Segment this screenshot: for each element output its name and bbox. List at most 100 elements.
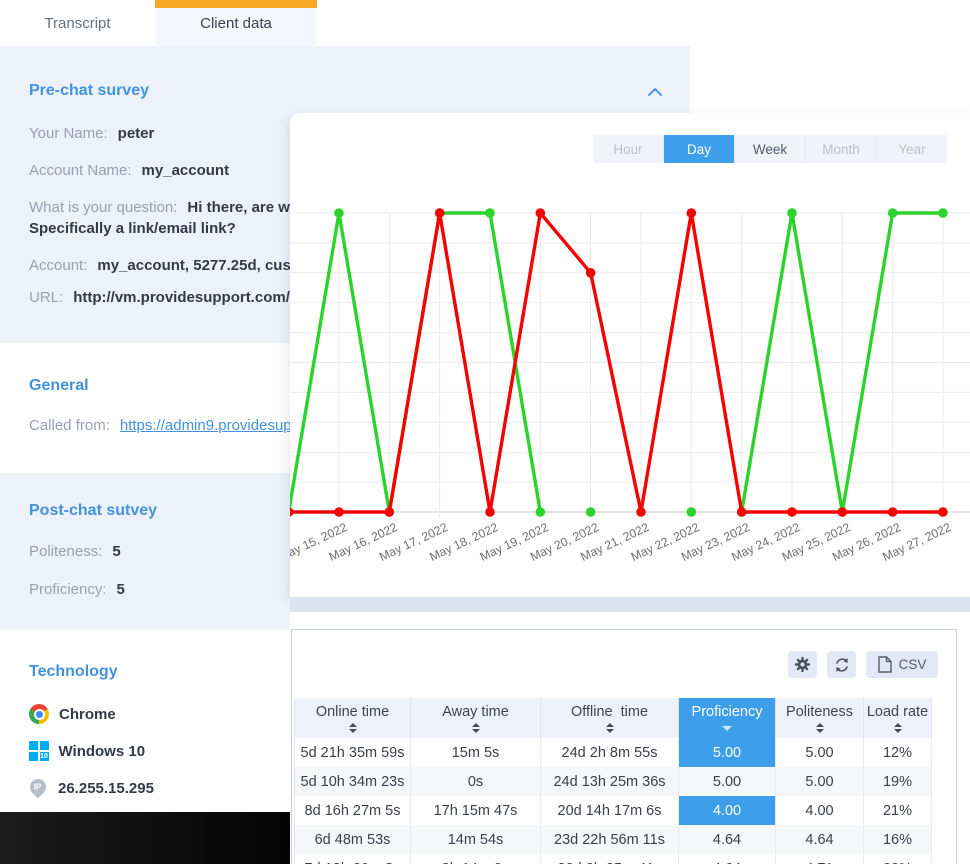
table-toolbar: CSV <box>788 651 938 678</box>
field-label: Politeness: <box>29 543 103 560</box>
field-value: my_account, 5277.25d, custor <box>97 257 311 274</box>
tab-bar: Transcript Client data <box>0 0 690 46</box>
field-label: Account Name: <box>29 162 132 179</box>
sort-icon <box>413 722 538 734</box>
field-called-from: Called from: https://admin9.providesup <box>29 415 292 437</box>
table-cell: 14m 54s <box>410 825 541 854</box>
column-label: Online time <box>315 704 390 720</box>
stats-table: Online time Away time Offline time Proficie… <box>294 698 932 864</box>
sort-icon <box>681 722 773 734</box>
refresh-button[interactable] <box>827 651 856 678</box>
field-account-name: Account Name: my_account <box>29 160 229 182</box>
tab-client-data[interactable]: Client data <box>155 0 317 46</box>
tech-label: 26.255.15.295 <box>58 779 154 797</box>
field-question: What is your question: Hi there, are we <box>29 197 298 219</box>
table-cell: 20d 14h 17m 6s <box>540 796 679 825</box>
stats-panel: CSV Online time Away time Offline time Prof… <box>290 612 970 864</box>
panel-seam <box>290 597 970 612</box>
stats-panel-box: CSV Online time Away time Offline time Prof… <box>291 629 957 864</box>
field-value: 5 <box>116 581 125 598</box>
field-label: Proficiency: <box>29 581 107 598</box>
column-header-online-time[interactable]: Online time <box>294 698 411 738</box>
refresh-icon <box>835 657 848 672</box>
table-cell: 19% <box>863 767 932 796</box>
table-cell: 4.64 <box>775 825 864 854</box>
field-value: my_account <box>141 162 230 179</box>
tech-item-browser: Chrome <box>29 703 116 725</box>
section-title-prechat: Pre-chat survey <box>29 82 150 99</box>
table-cell: 4.71 <box>775 854 864 864</box>
table-row[interactable]: 6d 48m 53s 14m 54s 23d 22h 56m 11s 4.64 4.64… <box>294 825 932 854</box>
chevron-up-icon <box>648 87 662 96</box>
table-cell: 3h 14m 9s <box>410 854 541 864</box>
period-tabs: Hour Day Week Month Year <box>593 135 947 163</box>
table-cell: 5.00 <box>775 738 864 767</box>
field-value: peter <box>117 125 155 142</box>
field-question-line2: Specifically a link/email link? <box>29 218 236 240</box>
table-cell: 16% <box>863 825 932 854</box>
table-cell: 5.00 <box>678 767 776 796</box>
period-tab-week[interactable]: Week <box>734 135 805 163</box>
field-value: Hi there, are we <box>187 199 299 216</box>
table-cell: 15m 5s <box>410 738 541 767</box>
table-cell: 22% <box>863 854 932 864</box>
table-cell: 7d 18h 20m 8s <box>294 854 411 864</box>
column-header-offline-time[interactable]: Offline time <box>540 698 679 738</box>
field-account: Account: my_account, 5277.25d, custor <box>29 255 311 277</box>
table-row[interactable]: 5d 21h 35m 59s 15m 5s 24d 2h 8m 55s 5.00 5.0… <box>294 738 932 767</box>
period-tab-year[interactable]: Year <box>876 135 947 163</box>
column-header-away-time[interactable]: Away time <box>410 698 541 738</box>
settings-button[interactable] <box>788 651 817 678</box>
sort-icon <box>297 722 408 734</box>
collapse-section-button[interactable] <box>645 84 665 100</box>
period-tab-hour[interactable]: Hour <box>613 141 643 157</box>
table-cell: 5d 10h 34m 23s <box>294 767 411 796</box>
column-label: Load rate <box>866 704 929 720</box>
table-cell: 4.00 <box>678 796 776 825</box>
column-header-load-rate[interactable]: Load rate <box>863 698 932 738</box>
sort-icon <box>543 722 676 734</box>
field-value: 5 <box>112 543 121 560</box>
period-tab-day[interactable]: Day <box>663 135 734 163</box>
field-label: URL: <box>29 289 64 306</box>
ip-icon-text: IP <box>34 782 42 792</box>
table-row[interactable]: 5d 10h 34m 23s 0s 24d 13h 25m 36s 5.00 5.00 1… <box>294 767 932 796</box>
csv-file-icon <box>877 656 892 673</box>
table-cell: 24d 13h 25m 36s <box>540 767 679 796</box>
windows-10-icon-text: 10 <box>39 751 49 761</box>
csv-button-label: CSV <box>898 657 927 672</box>
tab-transcript[interactable]: Transcript <box>44 14 111 32</box>
column-header-politeness[interactable]: Politeness <box>775 698 864 738</box>
table-cell: 24d 2h 8m 55s <box>540 738 679 767</box>
chrome-icon <box>29 704 49 724</box>
section-title-general: General <box>29 377 89 394</box>
field-label: Account: <box>29 257 88 274</box>
section-title-postchat: Post-chat sutvey <box>29 502 158 519</box>
column-label: Away time <box>442 704 509 720</box>
table-cell: 5.00 <box>678 738 776 767</box>
sort-icon <box>778 722 861 734</box>
table-cell: 4.00 <box>775 796 864 825</box>
called-from-link[interactable]: https://admin9.providesup <box>119 417 292 434</box>
page-background-dark <box>0 812 290 864</box>
table-cell: 4.64 <box>678 825 776 854</box>
table-row[interactable]: 8d 16h 27m 5s 17h 15m 47s 20d 14h 17m 6s 4.… <box>294 796 932 825</box>
table-cell: 6d 48m 53s <box>294 825 411 854</box>
field-label: Called from: <box>29 417 110 434</box>
tech-item-ip: IP 26.255.15.295 <box>26 775 154 799</box>
table-row[interactable]: 7d 18h 20m 8s3h 14m 9s22d 2h 25m 41s4.64… <box>294 854 932 864</box>
stats-table-body: 5d 21h 35m 59s 15m 5s 24d 2h 8m 55s 5.00 5.0… <box>294 738 932 864</box>
period-tab-month[interactable]: Month <box>805 135 876 163</box>
column-label: Proficiency <box>691 704 763 720</box>
field-politeness: Politeness: 5 <box>29 541 121 563</box>
export-csv-button[interactable]: CSV <box>866 651 938 678</box>
section-title-technology: Technology <box>29 663 118 680</box>
table-cell: 5d 21h 35m 59s <box>294 738 411 767</box>
gear-icon <box>794 656 811 673</box>
tech-label: Chrome <box>59 705 116 723</box>
table-cell: 12% <box>863 738 932 767</box>
field-label: Your Name: <box>29 125 108 142</box>
column-header-proficiency[interactable]: Proficiency <box>678 698 776 738</box>
table-cell: 23d 22h 56m 11s <box>540 825 679 854</box>
